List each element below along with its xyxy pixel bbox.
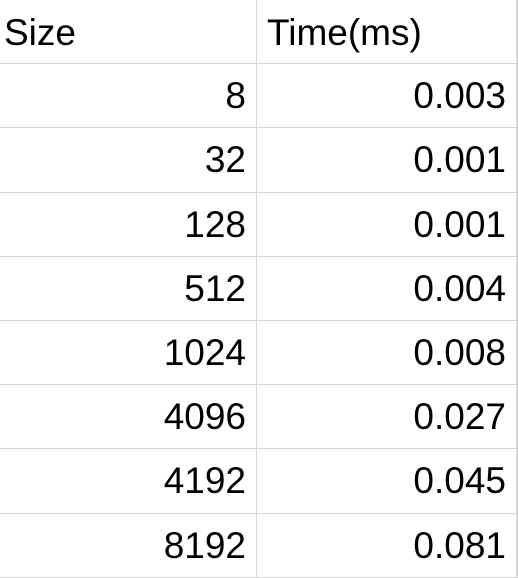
cell-time[interactable]: 0.001 <box>257 128 516 193</box>
cell-size[interactable]: 4192 <box>0 449 257 514</box>
cell-size[interactable]: 8192 <box>0 513 257 578</box>
cell-size[interactable]: 4096 <box>0 385 257 450</box>
cell-size[interactable]: 512 <box>0 256 257 321</box>
header-cell-size[interactable]: Size <box>0 0 257 65</box>
cell-size[interactable]: 32 <box>0 128 257 193</box>
cell-time[interactable]: 0.004 <box>257 257 516 321</box>
header-cell-time[interactable]: Time(ms) <box>257 0 516 65</box>
cell-time[interactable]: 0.008 <box>257 321 516 386</box>
cell-time[interactable]: 0.027 <box>257 385 516 450</box>
cell-time[interactable]: 0.003 <box>257 64 516 129</box>
cell-time[interactable]: 0.001 <box>257 193 516 257</box>
cell-time[interactable]: 0.045 <box>257 449 516 514</box>
cell-size[interactable]: 8 <box>0 64 257 129</box>
cell-time[interactable]: 0.081 <box>257 514 516 578</box>
cell-size[interactable]: 128 <box>0 192 257 257</box>
cell-size[interactable]: 1024 <box>0 320 257 386</box>
